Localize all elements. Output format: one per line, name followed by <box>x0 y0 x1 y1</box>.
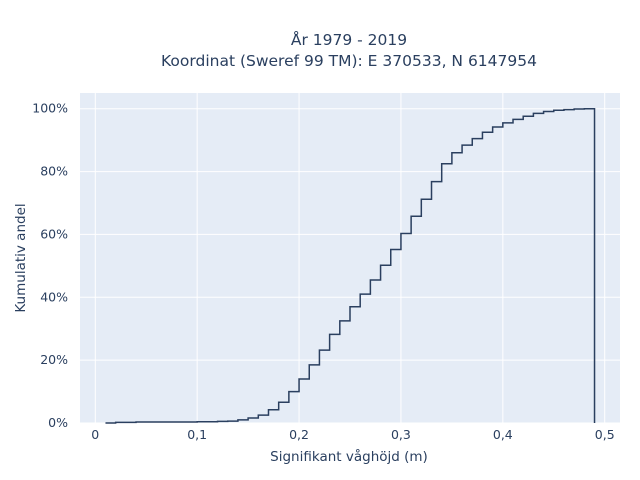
x-axis-title: Signifikant våghöjd (m) <box>270 448 428 465</box>
y-tick-label: 100% <box>32 101 68 116</box>
series-layer <box>105 107 596 424</box>
x-tick-labels: 0 0,1 0,2 0,3 0,4 0,5 <box>91 427 614 442</box>
x-gridlines <box>94 93 606 423</box>
y-tick-labels: 0% 20% 40% 60% 80% 100% <box>32 101 68 430</box>
chart-title-line-1: År 1979 - 2019 <box>291 30 407 49</box>
x-tick-label: 0 <box>91 427 99 442</box>
chart-title-line-2: Koordinat (Sweref 99 TM): E 370533, N 61… <box>161 52 537 70</box>
y-gridlines <box>80 108 620 424</box>
y-tick-label: 0% <box>48 415 68 430</box>
y-tick-label: 60% <box>40 226 68 241</box>
y-tick-label: 20% <box>40 352 68 367</box>
plot-area <box>80 93 620 423</box>
x-tick-label: 0,3 <box>391 427 411 442</box>
x-tick-label: 0,5 <box>595 427 615 442</box>
cumulative-step-line <box>105 107 596 424</box>
x-tick-label: 0,1 <box>187 427 207 442</box>
x-tick-label: 0,4 <box>493 427 513 442</box>
y-tick-label: 80% <box>40 164 68 179</box>
y-tick-label: 40% <box>40 289 68 304</box>
x-tick-label: 0,2 <box>289 427 309 442</box>
y-axis-title: Kumulativ andel <box>13 203 29 312</box>
